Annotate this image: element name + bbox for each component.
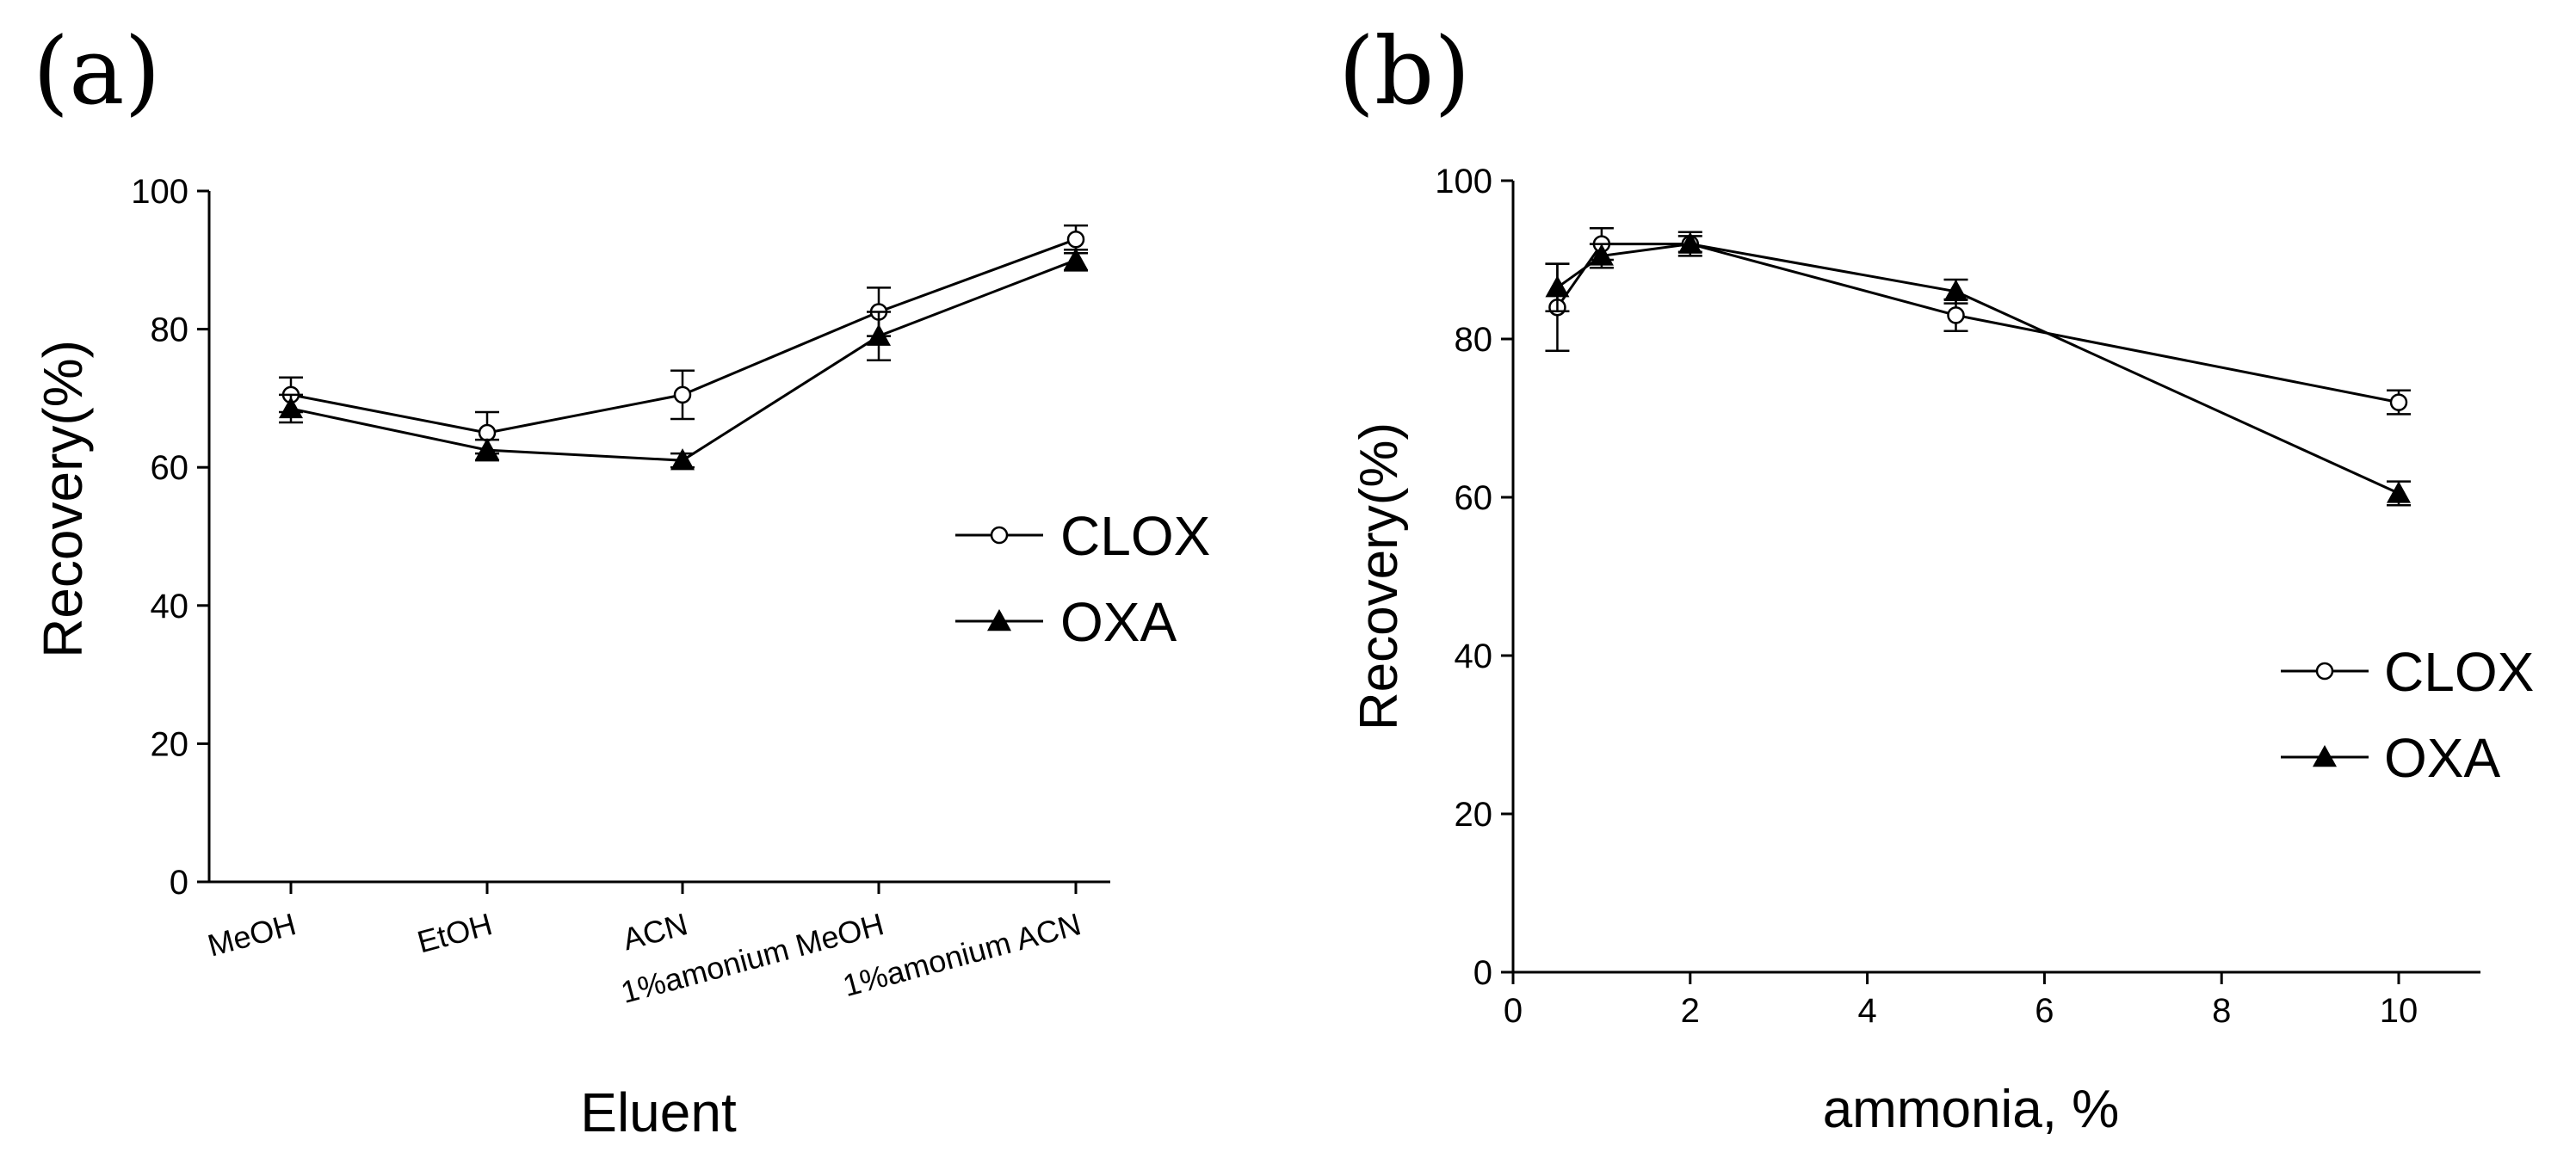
y-tick-label: 0 xyxy=(1473,954,1492,992)
x-axis-title: ammonia, % xyxy=(1823,1080,2120,1139)
legend-marker-circle xyxy=(2315,662,2334,681)
y-tick-label: 0 xyxy=(170,864,188,902)
data-point xyxy=(1943,279,1968,301)
data-point xyxy=(670,448,695,471)
panel-b: (b) 0 20 40 60 80 100 0 2 4 6 8 10 ammonia, % Recovery… xyxy=(1338,18,2534,1139)
y-tick-label: 40 xyxy=(151,588,189,625)
data-point xyxy=(1947,306,1965,324)
legend: CLOX OXA xyxy=(2281,641,2534,789)
x-tick-label: 0 xyxy=(1504,992,1523,1030)
panel-label: (a) xyxy=(33,18,161,126)
data-point xyxy=(475,438,499,460)
legend-label: CLOX xyxy=(2384,641,2534,703)
legend-label: CLOX xyxy=(1060,505,1210,567)
y-tick-label: 20 xyxy=(1455,796,1493,834)
legend-marker-circle xyxy=(990,526,1009,545)
data-point xyxy=(1677,231,1702,254)
y-tick-label: 100 xyxy=(1435,163,1492,200)
data-point xyxy=(1545,275,1570,298)
data-point xyxy=(279,396,303,419)
y-tick-label: 80 xyxy=(151,311,189,349)
y-tick-label: 40 xyxy=(1455,638,1493,675)
data-point xyxy=(1066,230,1085,249)
y-axis-title: Recovery(%) xyxy=(32,340,94,658)
data-point xyxy=(867,323,891,346)
y-tick-label: 60 xyxy=(151,449,189,487)
series-oxa xyxy=(1545,231,2411,507)
y-tick-label: 60 xyxy=(1455,479,1493,517)
legend: CLOX OXA xyxy=(955,505,1210,653)
y-tick-label: 20 xyxy=(151,725,189,763)
y-tick-label: 100 xyxy=(131,173,188,211)
y-tick-label: 80 xyxy=(1455,321,1493,359)
x-tick-label: 4 xyxy=(1857,992,1876,1030)
series-oxa xyxy=(279,248,1088,471)
y-axis-title: Recovery(%) xyxy=(1350,422,1409,730)
panel-label: (b) xyxy=(1338,18,1470,126)
legend-label: OXA xyxy=(2384,727,2500,789)
legend-marker-triangle xyxy=(2313,745,2337,767)
data-point xyxy=(2387,481,2411,503)
x-axis-title: Eluent xyxy=(580,1081,737,1143)
legend-label: OXA xyxy=(1060,591,1177,653)
data-point xyxy=(673,385,692,404)
x-tick-label: 10 xyxy=(2380,992,2418,1030)
legend-marker-triangle xyxy=(987,609,1011,631)
data-point xyxy=(2389,393,2408,411)
x-tick-label: 2 xyxy=(1681,992,1700,1030)
data-point xyxy=(1064,248,1088,270)
x-tick-label: 6 xyxy=(2035,992,2054,1030)
x-tick-label: 8 xyxy=(2212,992,2231,1030)
data-point xyxy=(1589,243,1614,266)
